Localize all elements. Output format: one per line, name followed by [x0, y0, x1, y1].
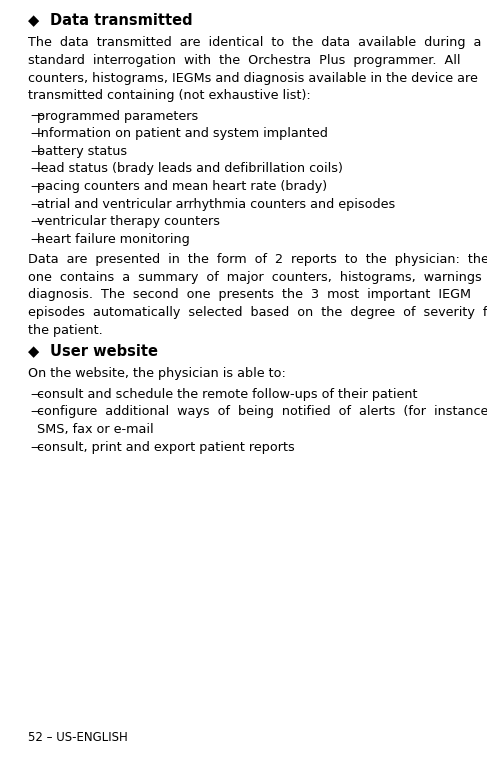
Text: programmed parameters: programmed parameters [37, 110, 198, 123]
Text: User website: User website [50, 344, 158, 359]
Text: heart failure monitoring: heart failure monitoring [37, 233, 190, 246]
Text: Data  are  presented  in  the  form  of  2  reports  to  the  physician:  the  f: Data are presented in the form of 2 repo… [28, 253, 487, 266]
Text: standard  interrogation  with  the  Orchestra  Plus  programmer.  All: standard interrogation with the Orchestr… [28, 54, 461, 67]
Text: pacing counters and mean heart rate (brady): pacing counters and mean heart rate (bra… [37, 180, 327, 193]
Text: —: — [30, 441, 43, 454]
Text: diagnosis.  The  second  one  presents  the  3  most  important  IEGM: diagnosis. The second one presents the 3… [28, 288, 471, 301]
Text: consult and schedule the remote follow-ups of their patient: consult and schedule the remote follow-u… [37, 387, 417, 400]
Text: —: — [30, 180, 43, 193]
Text: —: — [30, 127, 43, 140]
Text: ◆: ◆ [28, 13, 39, 28]
Text: —: — [30, 406, 43, 419]
Text: the patient.: the patient. [28, 323, 103, 337]
Text: configure  additional  ways  of  being  notified  of  alerts  (for  instance  by: configure additional ways of being notif… [37, 406, 487, 419]
Text: Information on patient and system implanted: Information on patient and system implan… [37, 127, 328, 140]
Text: —: — [30, 145, 43, 158]
Text: one  contains  a  summary  of  major  counters,  histograms,  warnings  and: one contains a summary of major counters… [28, 271, 487, 284]
Text: —: — [30, 110, 43, 123]
Text: atrial and ventricular arrhythmia counters and episodes: atrial and ventricular arrhythmia counte… [37, 198, 395, 211]
Text: lead status (brady leads and defibrillation coils): lead status (brady leads and defibrillat… [37, 162, 343, 176]
Text: episodes  automatically  selected  based  on  the  degree  of  severity  for: episodes automatically selected based on… [28, 306, 487, 319]
Text: ventricular therapy counters: ventricular therapy counters [37, 215, 220, 228]
Text: —: — [30, 162, 43, 176]
Text: —: — [30, 233, 43, 246]
Text: —: — [30, 215, 43, 228]
Text: Data transmitted: Data transmitted [50, 13, 193, 28]
Text: On the website, the physician is able to:: On the website, the physician is able to… [28, 368, 286, 380]
Text: ◆: ◆ [28, 344, 39, 359]
Text: 52 – US-ENGLISH: 52 – US-ENGLISH [28, 731, 128, 744]
Text: counters, histograms, IEGMs and diagnosis available in the device are: counters, histograms, IEGMs and diagnosi… [28, 72, 478, 84]
Text: battery status: battery status [37, 145, 127, 158]
Text: —: — [30, 198, 43, 211]
Text: —: — [30, 387, 43, 400]
Text: transmitted containing (not exhaustive list):: transmitted containing (not exhaustive l… [28, 89, 311, 102]
Text: consult, print and export patient reports: consult, print and export patient report… [37, 441, 295, 454]
Text: The  data  transmitted  are  identical  to  the  data  available  during  a: The data transmitted are identical to th… [28, 37, 481, 49]
Text: SMS, fax or e-mail: SMS, fax or e-mail [37, 423, 153, 436]
